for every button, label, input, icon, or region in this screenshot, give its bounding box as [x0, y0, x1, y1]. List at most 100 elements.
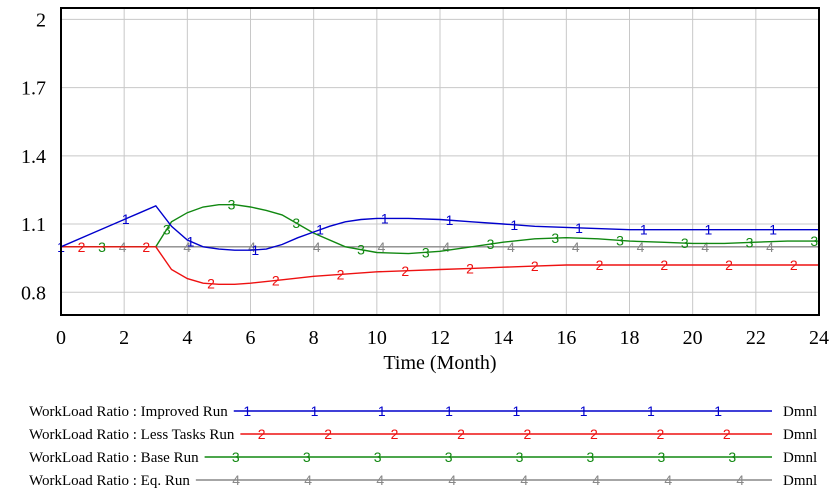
legend-unit: Dmnl	[783, 450, 817, 466]
series-point-marker-1: 1	[705, 222, 713, 238]
series-point-marker-3: 3	[551, 230, 559, 246]
legend-marker-2: 2	[457, 426, 465, 442]
series-point-marker-1: 1	[640, 222, 648, 238]
series-point-marker-2: 2	[337, 266, 345, 282]
x-tick-label: 4	[182, 327, 192, 349]
legend-marker-3: 3	[445, 449, 453, 465]
x-axis-label: Time (Month)	[383, 352, 496, 374]
legend-marker-3: 3	[232, 449, 240, 465]
legend: WorkLoad Ratio : Improved Run 1 1 1 1 1 1 1 1 Dmn…	[29, 403, 817, 489]
series-point-marker-2: 2	[596, 257, 604, 273]
series-point-marker-3: 3	[422, 244, 430, 260]
legend-marker-4: 4	[664, 472, 672, 488]
legend-marker-1: 1	[580, 403, 588, 419]
series-point-marker-3: 3	[163, 221, 171, 237]
legend-marker-3: 3	[728, 449, 736, 465]
y-tick-label: 1.4	[21, 146, 46, 168]
series-point-marker-1: 1	[122, 211, 130, 227]
x-tick-label: 14	[493, 327, 513, 349]
x-tick-label: 2	[119, 327, 129, 349]
series-point-marker-2: 2	[531, 258, 539, 274]
x-tick-label: 10	[367, 327, 387, 349]
y-tick-label: 0.8	[21, 282, 46, 304]
legend-label: WorkLoad Ratio : Improved Run	[29, 404, 228, 420]
x-tick-label: 22	[746, 327, 766, 349]
series-point-marker-4: 4	[442, 239, 450, 255]
plot-frame	[60, 7, 820, 316]
series-point-marker-1: 1	[510, 217, 518, 233]
series-point-marker-2: 2	[466, 260, 474, 276]
series-point-marker-4: 4	[378, 239, 386, 255]
legend-marker-1: 1	[714, 403, 722, 419]
x-tick-label: 16	[556, 327, 576, 349]
legend-marker-3: 3	[303, 449, 311, 465]
legend-marker-1: 1	[647, 403, 655, 419]
series-point-marker-1: 1	[381, 210, 389, 226]
y-axis-ticks: 2 1.7 1.4 1.1 0.8	[21, 9, 46, 304]
x-tick-label: 20	[683, 327, 703, 349]
series-line-3	[61, 203, 819, 255]
series-point-marker-2: 2	[790, 257, 798, 273]
legend-marker-4: 4	[592, 472, 600, 488]
series-point-marker-4: 4	[572, 239, 580, 255]
legend-label: WorkLoad Ratio : Base Run	[29, 450, 199, 466]
series-point-marker-2: 2	[401, 263, 409, 279]
series-point-marker-3: 3	[487, 236, 495, 252]
series-point-marker-1: 1	[575, 220, 583, 236]
series-point-marker-4: 4	[701, 239, 709, 255]
series-point-marker-3: 3	[292, 215, 300, 231]
series-point-marker-4: 4	[766, 239, 774, 255]
series-point-marker-2: 2	[78, 239, 86, 255]
legend-marker-2: 2	[524, 426, 532, 442]
legend-marker-1: 1	[243, 403, 251, 419]
x-tick-label: 0	[56, 327, 66, 349]
legend-unit: Dmnl	[783, 473, 817, 489]
x-tick-label: 24	[809, 327, 829, 349]
x-tick-label: 6	[246, 327, 256, 349]
legend-unit: Dmnl	[783, 404, 817, 420]
legend-marker-1: 1	[445, 403, 453, 419]
x-axis-ticks: 0 2 4 6 8 10 12 14 16 18 20 22 24	[56, 327, 829, 349]
series-point-marker-4: 4	[637, 239, 645, 255]
legend-marker-1: 1	[378, 403, 386, 419]
legend-label: WorkLoad Ratio : Less Tasks Run	[29, 427, 235, 443]
legend-marker-1: 1	[311, 403, 319, 419]
legend-marker-3: 3	[587, 449, 595, 465]
series-point-marker-1: 1	[187, 233, 195, 249]
legend-marker-2: 2	[391, 426, 399, 442]
legend-marker-2: 2	[324, 426, 332, 442]
series-point-marker-2: 2	[142, 239, 150, 255]
series-point-marker-4: 4	[183, 239, 191, 255]
y-tick-label: 1.7	[21, 78, 46, 100]
y-tick-label: 2	[36, 9, 46, 31]
legend-marker-3: 3	[374, 449, 382, 465]
series-point-marker-3: 3	[357, 242, 365, 258]
series-point-marker-2: 2	[660, 257, 668, 273]
x-tick-label: 8	[309, 327, 319, 349]
series-point-marker-1: 1	[251, 242, 259, 258]
legend-marker-2: 2	[258, 426, 266, 442]
legend-marker-2: 2	[723, 426, 731, 442]
series-point-marker-1: 1	[446, 212, 454, 228]
legend-marker-4: 4	[520, 472, 528, 488]
legend-marker-4: 4	[448, 472, 456, 488]
series-point-marker-4: 4	[313, 239, 321, 255]
series-point-marker-2: 2	[272, 272, 280, 288]
gridlines	[61, 8, 819, 315]
series-point-marker-3: 3	[810, 233, 818, 249]
x-tick-label: 18	[620, 327, 640, 349]
legend-marker-2: 2	[656, 426, 664, 442]
series-point-marker-2: 2	[207, 276, 215, 292]
legend-marker-3: 3	[516, 449, 524, 465]
legend-marker-3: 3	[657, 449, 665, 465]
series-point-marker-3: 3	[616, 232, 624, 248]
legend-label: WorkLoad Ratio : Eq. Run	[29, 473, 190, 489]
series-point-marker-1: 1	[769, 222, 777, 238]
legend-marker-2: 2	[590, 426, 598, 442]
legend-marker-4: 4	[376, 472, 384, 488]
series-point-marker-4: 4	[248, 239, 256, 255]
legend-unit: Dmnl	[783, 427, 817, 443]
series-line-1	[60, 204, 819, 251]
